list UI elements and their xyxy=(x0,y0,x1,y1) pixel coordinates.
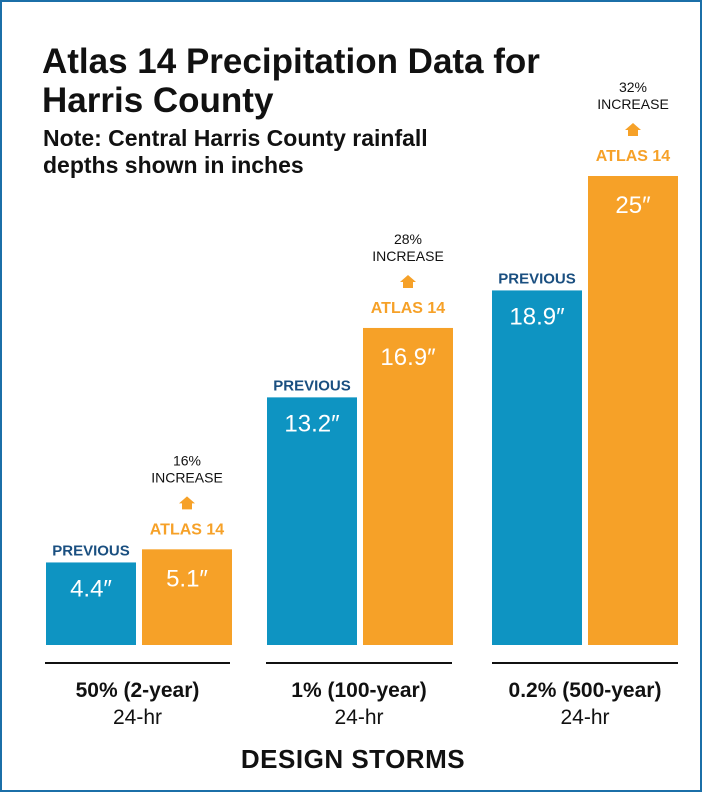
chart-title: Atlas 14 Precipitation Data for Harris C… xyxy=(42,42,540,120)
value-label-atlas14: 16.9″ xyxy=(380,344,436,371)
series-tag-atlas14: ATLAS 14 xyxy=(371,300,445,317)
increase-percent: 16% xyxy=(173,452,201,468)
series-tag-previous: PREVIOUS xyxy=(273,377,351,394)
bar-atlas14 xyxy=(142,549,232,645)
bar-previous xyxy=(267,397,357,645)
bar-atlas14 xyxy=(363,327,453,645)
increase-percent: 28% xyxy=(394,231,422,247)
value-label-atlas14: 5.1″ xyxy=(166,565,208,592)
category-sublabel: 24-hr xyxy=(560,706,609,729)
category-sublabel: 24-hr xyxy=(113,706,162,729)
series-tag-previous: PREVIOUS xyxy=(52,542,130,559)
bar-previous xyxy=(492,290,582,645)
x-axis-label: DESIGN STORMS xyxy=(240,744,466,774)
increase-text: INCREASE xyxy=(372,248,444,264)
value-label-previous: 4.4″ xyxy=(70,575,112,602)
increase-percent: 32% xyxy=(619,79,647,95)
series-tag-atlas14: ATLAS 14 xyxy=(596,148,670,165)
increase-text: INCREASE xyxy=(597,96,669,112)
increase-arrow-icon xyxy=(179,496,195,510)
category-sublabel: 24-hr xyxy=(334,706,383,729)
increase-arrow-icon xyxy=(400,274,416,288)
increase-text: INCREASE xyxy=(151,469,223,485)
bar-previous xyxy=(46,562,136,645)
value-label-previous: 18.9″ xyxy=(509,303,565,330)
category-label: 0.2% (500-year) xyxy=(509,679,662,702)
chart-subtitle: Note: Central Harris County rainfall dep… xyxy=(43,125,428,178)
series-tag-previous: PREVIOUS xyxy=(498,270,576,287)
value-label-previous: 13.2″ xyxy=(284,410,340,437)
category-label: 50% (2-year) xyxy=(76,679,200,702)
increase-arrow-icon xyxy=(625,123,641,136)
category-label: 1% (100-year) xyxy=(291,679,426,702)
value-label-atlas14: 25″ xyxy=(615,192,651,219)
series-tag-atlas14: ATLAS 14 xyxy=(150,521,224,538)
bar-atlas14 xyxy=(588,176,678,645)
